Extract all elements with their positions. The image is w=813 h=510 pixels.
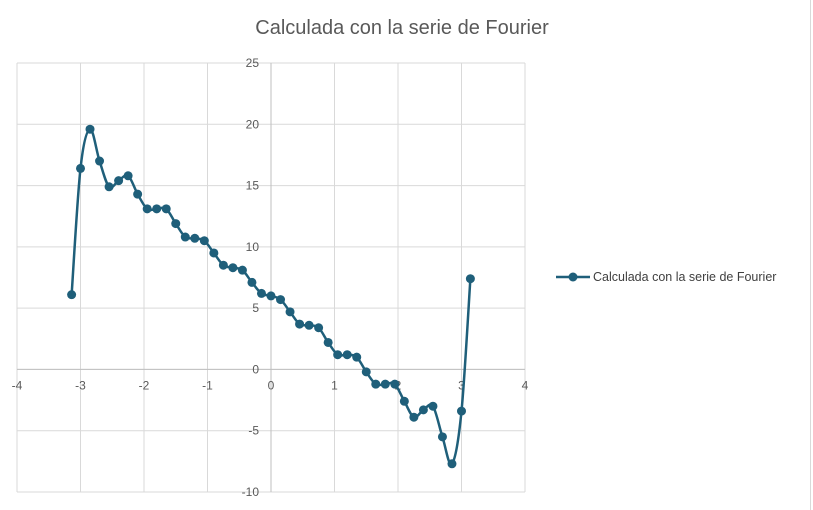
data-point [114, 176, 124, 186]
data-point [409, 412, 419, 422]
data-point [209, 248, 219, 258]
data-point [266, 291, 276, 301]
y-tick-label: -5 [248, 424, 259, 438]
x-tick-label: -2 [139, 378, 150, 392]
chart-area-border [810, 0, 811, 510]
data-point [285, 307, 295, 317]
data-point [67, 290, 77, 300]
y-tick-label: 25 [246, 56, 260, 70]
data-point [323, 337, 333, 347]
data-point [371, 379, 381, 389]
data-point [295, 319, 305, 329]
data-point [418, 405, 428, 415]
data-point [304, 320, 314, 330]
data-point [199, 236, 209, 246]
axes [17, 63, 525, 492]
y-tick-label: -10 [242, 485, 260, 499]
data-point [314, 323, 324, 333]
y-tick-label: 15 [246, 179, 260, 193]
data-point [447, 459, 457, 469]
y-tick-label: 0 [252, 362, 259, 376]
x-tick-label: -4 [12, 378, 23, 392]
data-point [428, 401, 438, 411]
legend-marker [568, 272, 578, 282]
chart-title: Calculada con la serie de Fourier [255, 17, 549, 39]
data-point [437, 432, 447, 442]
y-tick-label: 5 [252, 301, 259, 315]
data-point [152, 204, 162, 214]
y-tick-label: 10 [246, 240, 260, 254]
x-tick-label: -3 [75, 378, 86, 392]
series-layer [67, 124, 475, 469]
y-tick-label: 20 [246, 117, 260, 131]
data-point [380, 379, 390, 389]
data-point [333, 350, 343, 360]
data-point [276, 295, 286, 305]
data-point [361, 367, 371, 377]
data-point [218, 260, 228, 270]
data-point [247, 277, 257, 287]
data-point [342, 350, 352, 360]
data-point [457, 406, 466, 416]
data-point [256, 288, 266, 298]
legend-label: Calculada con la serie de Fourier [593, 270, 776, 284]
legend: Calculada con la serie de Fourier [556, 270, 776, 284]
data-point [104, 182, 114, 192]
x-tick-label: -1 [202, 378, 213, 392]
data-point [161, 204, 171, 214]
data-point [190, 233, 200, 243]
data-point [95, 156, 105, 166]
data-point [142, 204, 152, 214]
x-tick-label: 3 [458, 378, 465, 392]
data-point [76, 163, 85, 173]
data-point [133, 189, 143, 199]
data-point [399, 396, 409, 406]
data-point [180, 232, 190, 242]
data-point [85, 124, 95, 134]
data-point [352, 352, 362, 362]
data-point [123, 171, 133, 181]
data-point [228, 263, 238, 273]
data-point [171, 219, 181, 229]
x-tick-label: 4 [522, 378, 529, 392]
data-point [237, 265, 247, 275]
data-point [390, 379, 400, 389]
x-tick-label: 1 [331, 378, 338, 392]
data-point [465, 274, 475, 284]
x-tick-label: 0 [268, 378, 275, 392]
